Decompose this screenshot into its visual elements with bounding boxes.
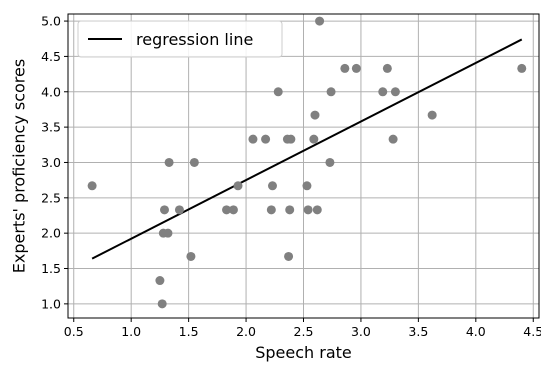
legend-label: regression line	[136, 30, 253, 49]
data-point	[163, 228, 173, 238]
x-tick-label: 2.0	[236, 324, 256, 339]
data-point	[228, 205, 238, 215]
data-point	[285, 205, 295, 215]
data-point	[157, 299, 167, 309]
data-point	[427, 110, 437, 120]
data-point	[248, 134, 258, 144]
data-point	[310, 110, 320, 120]
y-tick-label: 2.5	[41, 190, 61, 205]
data-point	[164, 157, 174, 167]
data-point	[351, 63, 361, 73]
y-tick-label: 1.0	[41, 296, 61, 311]
data-point	[159, 205, 169, 215]
y-tick-label: 3.5	[41, 120, 61, 135]
data-point	[261, 134, 271, 144]
data-point	[312, 205, 322, 215]
data-point	[273, 87, 283, 97]
y-tick-labels: 1.0 1.5 2.0 2.5 3.0 3.5 4.0 4.5 5.0	[41, 14, 61, 312]
data-point	[186, 251, 196, 261]
x-tick-label: 4.0	[466, 324, 486, 339]
legend-box	[77, 20, 283, 58]
legend: regression line	[77, 20, 283, 58]
data-point	[326, 87, 336, 97]
data-point	[303, 205, 313, 215]
data-point	[284, 251, 294, 261]
data-point	[233, 181, 243, 191]
data-point	[382, 63, 392, 73]
data-point	[266, 205, 276, 215]
data-point	[340, 63, 350, 73]
data-point	[315, 16, 325, 26]
data-point	[517, 63, 527, 73]
x-tick-label: 3.5	[408, 324, 428, 339]
x-tick-labels: 0.5 1.0 1.5 2.0 2.5 3.0 3.5 4.0 4.5	[64, 324, 541, 339]
data-point	[378, 87, 388, 97]
y-tick-label: 2.0	[41, 226, 61, 241]
data-point	[390, 87, 400, 97]
x-tick-label: 4.5	[523, 324, 541, 339]
regression-line	[91, 38, 523, 260]
data-point	[155, 276, 165, 286]
y-axis-label: Experts' proficiency scores	[10, 59, 29, 273]
points-layer	[87, 16, 527, 309]
y-tick-label: 4.5	[41, 49, 61, 64]
x-tick-label: 0.5	[64, 324, 84, 339]
data-point	[388, 134, 398, 144]
x-tick-label: 1.0	[121, 324, 141, 339]
x-tick-label: 1.5	[179, 324, 199, 339]
x-axis-label: Speech rate	[255, 343, 352, 362]
data-point	[286, 134, 296, 144]
data-point	[309, 134, 319, 144]
x-tick-label: 2.5	[294, 324, 314, 339]
tick-marks	[64, 20, 534, 322]
data-point	[302, 181, 312, 191]
y-tick-label: 5.0	[41, 14, 61, 29]
data-point	[267, 181, 277, 191]
data-point	[222, 205, 232, 215]
data-point	[189, 157, 199, 167]
grid	[68, 14, 539, 318]
y-tick-label: 4.0	[41, 84, 61, 99]
y-tick-label: 1.5	[41, 261, 61, 276]
data-point	[174, 205, 184, 215]
regression-line-layer	[91, 38, 523, 260]
data-point	[87, 181, 97, 191]
data-point	[325, 157, 335, 167]
y-tick-label: 3.0	[41, 155, 61, 170]
x-tick-label: 3.0	[351, 324, 371, 339]
